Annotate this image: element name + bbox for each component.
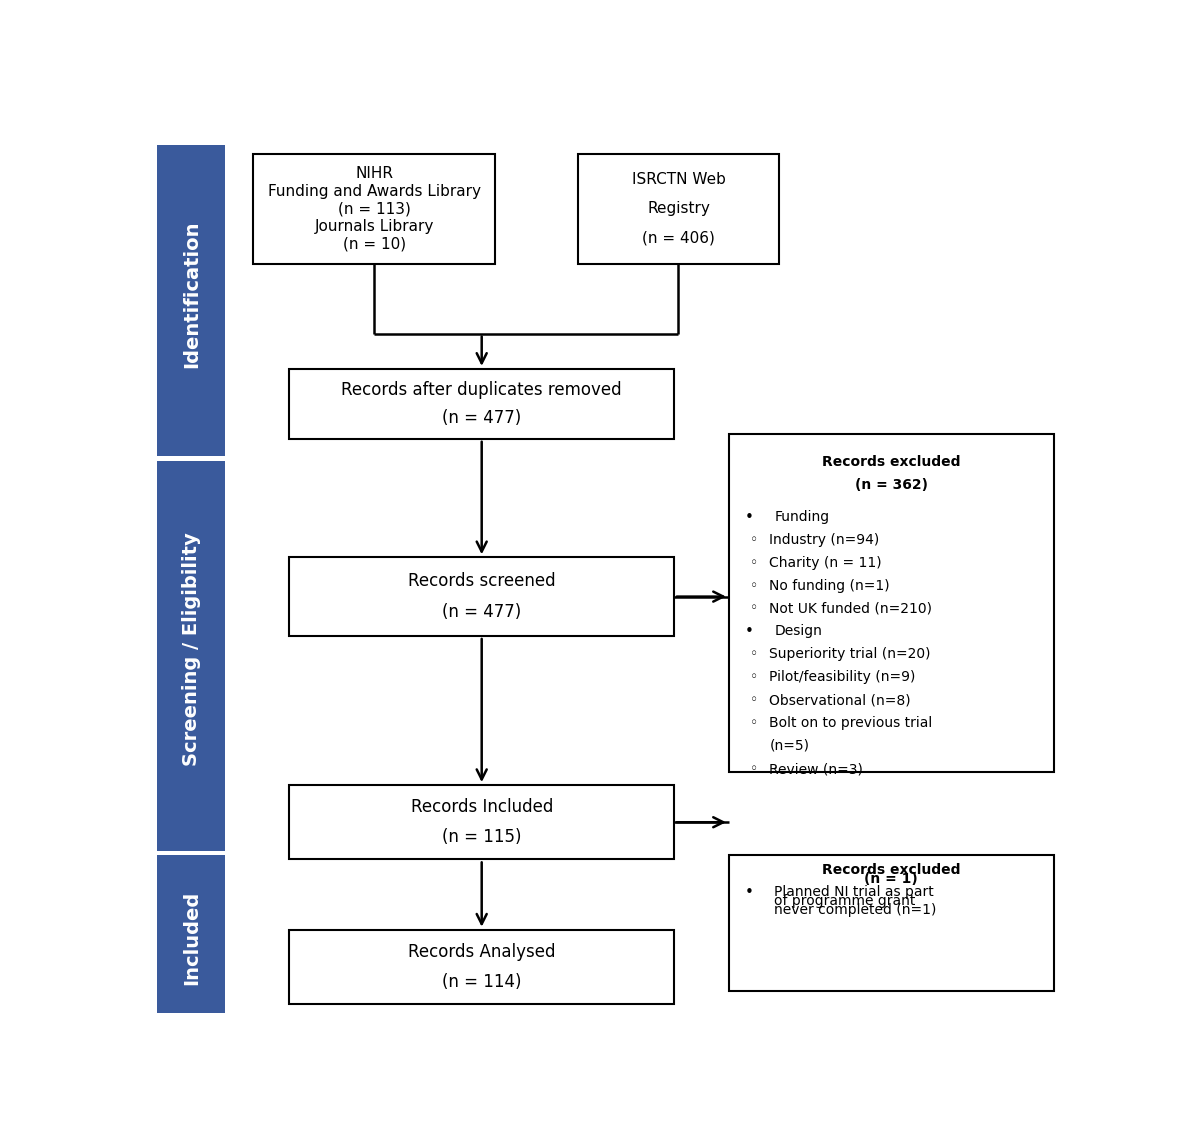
Text: Journals Library: Journals Library (314, 218, 433, 234)
Text: ◦: ◦ (750, 648, 758, 661)
Text: Records Analysed: Records Analysed (407, 943, 555, 960)
Text: (n=5): (n=5) (770, 739, 809, 752)
Text: (n = 10): (n = 10) (342, 237, 406, 251)
Text: Pilot/feasibility (n=9): Pilot/feasibility (n=9) (770, 670, 915, 684)
FancyBboxPatch shape (289, 558, 674, 636)
Text: Charity (n = 11): Charity (n = 11) (770, 555, 882, 570)
Text: Included: Included (182, 891, 201, 986)
FancyBboxPatch shape (729, 435, 1053, 772)
FancyBboxPatch shape (729, 855, 1053, 991)
FancyBboxPatch shape (289, 785, 674, 859)
Text: (n = 477): (n = 477) (442, 603, 521, 621)
Text: Registry: Registry (647, 201, 710, 216)
Text: ◦: ◦ (750, 602, 758, 616)
Text: Superiority trial (n=20): Superiority trial (n=20) (770, 648, 931, 661)
Text: ◦: ◦ (750, 670, 758, 684)
Text: Not UK funded (n=210): Not UK funded (n=210) (770, 602, 933, 616)
FancyBboxPatch shape (289, 369, 674, 439)
FancyBboxPatch shape (157, 461, 226, 851)
Text: •: • (745, 510, 753, 525)
Text: Records excluded: Records excluded (822, 455, 960, 469)
Text: Records screened: Records screened (407, 571, 555, 589)
Text: ISRCTN Web: ISRCTN Web (632, 172, 725, 187)
Text: ◦: ◦ (750, 578, 758, 593)
Text: ◦: ◦ (750, 693, 758, 708)
FancyBboxPatch shape (157, 855, 226, 1013)
Text: (n = 114): (n = 114) (442, 973, 522, 991)
Text: never completed (n=1): never completed (n=1) (775, 902, 937, 917)
Text: Industry (n=94): Industry (n=94) (770, 533, 880, 546)
Text: (n = 113): (n = 113) (338, 201, 411, 216)
FancyBboxPatch shape (578, 154, 779, 264)
Text: Review (n=3): Review (n=3) (770, 762, 863, 776)
Text: (n = 1): (n = 1) (864, 873, 918, 887)
Text: NIHR: NIHR (355, 166, 393, 181)
Text: ◦: ◦ (750, 533, 758, 546)
Text: •: • (745, 885, 753, 900)
Text: No funding (n=1): No funding (n=1) (770, 578, 890, 593)
Text: ◦: ◦ (750, 716, 758, 731)
Text: of programme grant: of programme grant (775, 894, 915, 908)
Text: Design: Design (775, 625, 822, 638)
Text: •: • (745, 625, 753, 640)
FancyBboxPatch shape (157, 146, 226, 456)
Text: Observational (n=8): Observational (n=8) (770, 693, 911, 708)
Text: Screening / Eligibility: Screening / Eligibility (182, 533, 201, 766)
FancyBboxPatch shape (289, 930, 674, 1004)
Text: (n = 406): (n = 406) (642, 231, 715, 246)
Text: Funding: Funding (775, 510, 829, 523)
Text: ◦: ◦ (750, 555, 758, 570)
Text: Records Included: Records Included (411, 799, 553, 816)
Text: Bolt on to previous trial: Bolt on to previous trial (770, 716, 933, 731)
Text: (n = 115): (n = 115) (442, 828, 522, 847)
FancyBboxPatch shape (253, 154, 496, 264)
Text: (n = 477): (n = 477) (442, 409, 521, 427)
Text: Planned NI trial as part: Planned NI trial as part (775, 885, 934, 899)
Text: Records excluded: Records excluded (822, 864, 960, 877)
Text: ◦: ◦ (750, 762, 758, 776)
Text: Funding and Awards Library: Funding and Awards Library (268, 184, 481, 199)
Text: Identification: Identification (182, 221, 201, 368)
Text: (n = 362): (n = 362) (855, 478, 928, 492)
Text: Records after duplicates removed: Records after duplicates removed (341, 381, 622, 398)
